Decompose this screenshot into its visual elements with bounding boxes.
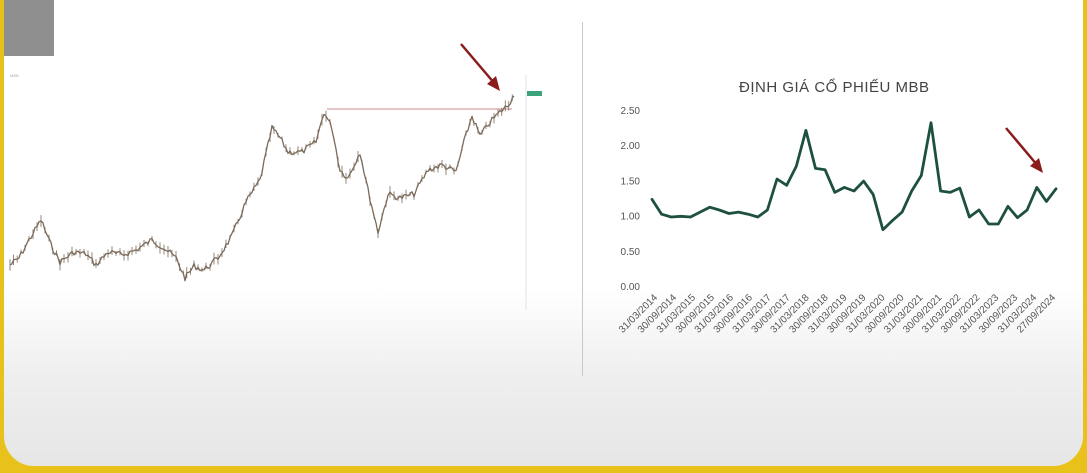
data-point [1007,205,1009,208]
y-tick-label: 2.50 [621,106,641,117]
data-point [901,211,903,213]
data-point [785,184,788,187]
data-point [1016,216,1019,219]
data-point [997,223,1000,225]
data-point [882,228,884,231]
data-point [814,167,817,170]
data-point [1045,200,1048,203]
data-point [862,180,865,182]
current-price-badge [527,91,542,96]
data-point [930,121,932,124]
data-point [978,209,980,211]
data-point [949,191,951,194]
valuation-series-points [651,121,1057,231]
data-point [699,211,701,213]
data-point [680,215,682,218]
data-point [747,213,749,215]
y-axis-ticks: 0.00 0.50 1.00 1.50 2.00 2.50 [621,106,641,293]
data-point [1026,209,1028,211]
data-point [689,216,692,218]
data-point [757,216,759,218]
data-point [728,212,730,215]
chart-title: ĐỊNH GIÁ CỔ PHIẾU MBB [739,78,930,96]
down-right-arrow-icon [1005,127,1043,173]
valuation-series-line [650,121,1058,232]
left-chart-header: MBB [10,73,19,78]
data-point [795,165,798,168]
presentation-slide: MBB ĐỊNH GIÁ CỔ PHIẾU MBB 0.00 0.50 1.00 1.… [4,0,1083,466]
data-point [968,216,971,218]
price-history-chart: MBB [9,43,542,310]
data-point [737,211,740,213]
video-thumbnail [4,0,54,56]
down-right-arrow-icon [460,43,500,91]
data-point [1055,188,1057,190]
candlestick-wicks [9,94,513,279]
vertical-divider [582,22,583,376]
data-point [853,190,855,192]
data-point [718,209,721,211]
data-point [843,186,846,189]
data-point [670,216,673,218]
data-point [939,190,942,192]
data-point [824,169,826,171]
data-point [1035,186,1038,189]
data-point [805,129,807,132]
data-point [891,219,894,222]
y-tick-label: 1.50 [621,176,641,187]
data-point [872,193,875,196]
data-point [708,206,711,208]
valuation-line-chart: ĐỊNH GIÁ CỔ PHIẾU MBB 0.00 0.50 1.00 1.50 2.… [617,78,1058,336]
data-point [987,223,990,225]
data-point [660,213,663,215]
data-point [651,198,653,201]
y-tick-label: 0.00 [621,282,641,293]
x-axis-ticks: 31/03/201430/09/201431/03/201530/09/2015… [617,292,1058,335]
y-tick-label: 1.00 [621,212,641,223]
data-point [776,178,778,180]
data-point [959,187,961,189]
y-tick-label: 0.50 [621,247,641,258]
data-point [833,191,836,194]
stock-price-line [9,95,515,282]
y-tick-label: 2.00 [621,141,641,152]
data-point [910,190,913,192]
data-point [920,174,923,177]
data-point [766,209,769,211]
